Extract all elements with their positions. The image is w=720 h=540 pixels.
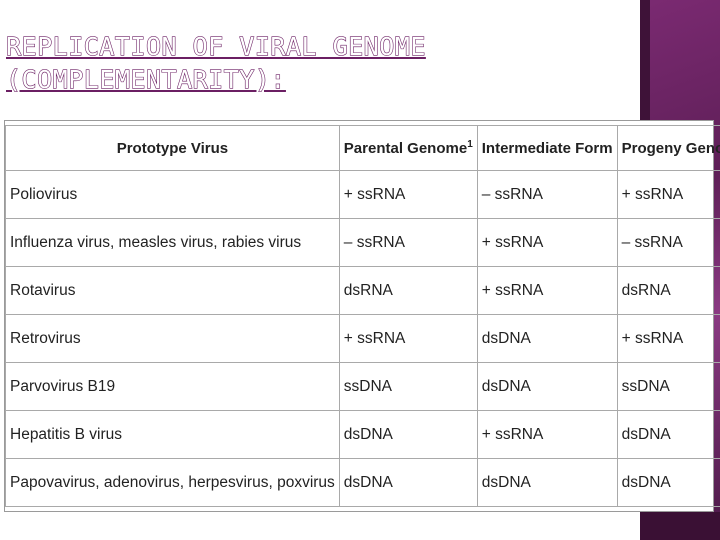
slide-title-line-1: REPLICATION OF VIRAL GENOME [5, 31, 426, 61]
column-header-intermediate-form: Intermediate Form [476, 125, 618, 171]
table-row: Parvovirus B19 ssDNA dsDNA ssDNA [5, 362, 720, 411]
table-header-row: Prototype Virus Parental Genome1 Interme… [5, 125, 720, 171]
cell-prototype-virus: Papovavirus, adenovirus, herpesvirus, po… [5, 458, 340, 507]
cell-parental-genome: – ssRNA [338, 218, 478, 267]
cell-prototype-virus: Influenza virus, measles virus, rabies v… [5, 218, 340, 267]
column-header-prototype-virus: Prototype Virus [5, 125, 340, 171]
virus-genome-table-container: Prototype Virus Parental Genome1 Interme… [4, 120, 720, 512]
column-header-parental-genome: Parental Genome1 [338, 125, 478, 171]
cell-intermediate-form: + ssRNA [476, 218, 618, 267]
virus-genome-table: Prototype Virus Parental Genome1 Interme… [5, 125, 720, 507]
table-row: Influenza virus, measles virus, rabies v… [5, 218, 720, 267]
table-row: Hepatitis B virus dsDNA + ssRNA dsDNA [5, 410, 720, 459]
cell-progeny-genome: ssDNA [616, 362, 720, 411]
slide-title-line-2: (COMPLEMENTARITY): [5, 64, 286, 94]
cell-progeny-genome: – ssRNA [616, 218, 720, 267]
cell-parental-genome: ssDNA [338, 362, 478, 411]
cell-parental-genome: + ssRNA [338, 170, 478, 219]
cell-parental-genome: dsDNA [338, 458, 478, 507]
cell-progeny-genome: dsDNA [616, 458, 720, 507]
cell-progeny-genome: dsRNA [616, 266, 720, 315]
slide-title: REPLICATION OF VIRAL GENOME (COMPLEMENTA… [5, 30, 626, 96]
cell-prototype-virus: Retrovirus [5, 314, 340, 363]
cell-parental-genome: dsDNA [338, 410, 478, 459]
table-row: Poliovirus + ssRNA – ssRNA + ssRNA [5, 170, 720, 219]
cell-intermediate-form: dsDNA [476, 314, 618, 363]
table-row: Papovavirus, adenovirus, herpesvirus, po… [5, 458, 720, 507]
cell-intermediate-form: + ssRNA [476, 266, 618, 315]
decorative-side-band-bottom [640, 512, 720, 540]
cell-prototype-virus: Rotavirus [5, 266, 340, 315]
table-row: Rotavirus dsRNA + ssRNA dsRNA [5, 266, 720, 315]
cell-parental-genome: + ssRNA [338, 314, 478, 363]
table-row: Retrovirus + ssRNA dsDNA + ssRNA [5, 314, 720, 363]
footnote-marker: 1 [467, 139, 473, 150]
column-header-progeny-genome: Progeny Genome [616, 125, 720, 171]
cell-parental-genome: dsRNA [338, 266, 478, 315]
cell-intermediate-form: dsDNA [476, 362, 618, 411]
cell-progeny-genome: + ssRNA [616, 314, 720, 363]
cell-prototype-virus: Poliovirus [5, 170, 340, 219]
cell-prototype-virus: Parvovirus B19 [5, 362, 340, 411]
cell-progeny-genome: + ssRNA [616, 170, 720, 219]
cell-intermediate-form: – ssRNA [476, 170, 618, 219]
cell-intermediate-form: + ssRNA [476, 410, 618, 459]
cell-intermediate-form: dsDNA [476, 458, 618, 507]
cell-progeny-genome: dsDNA [616, 410, 720, 459]
cell-prototype-virus: Hepatitis B virus [5, 410, 340, 459]
